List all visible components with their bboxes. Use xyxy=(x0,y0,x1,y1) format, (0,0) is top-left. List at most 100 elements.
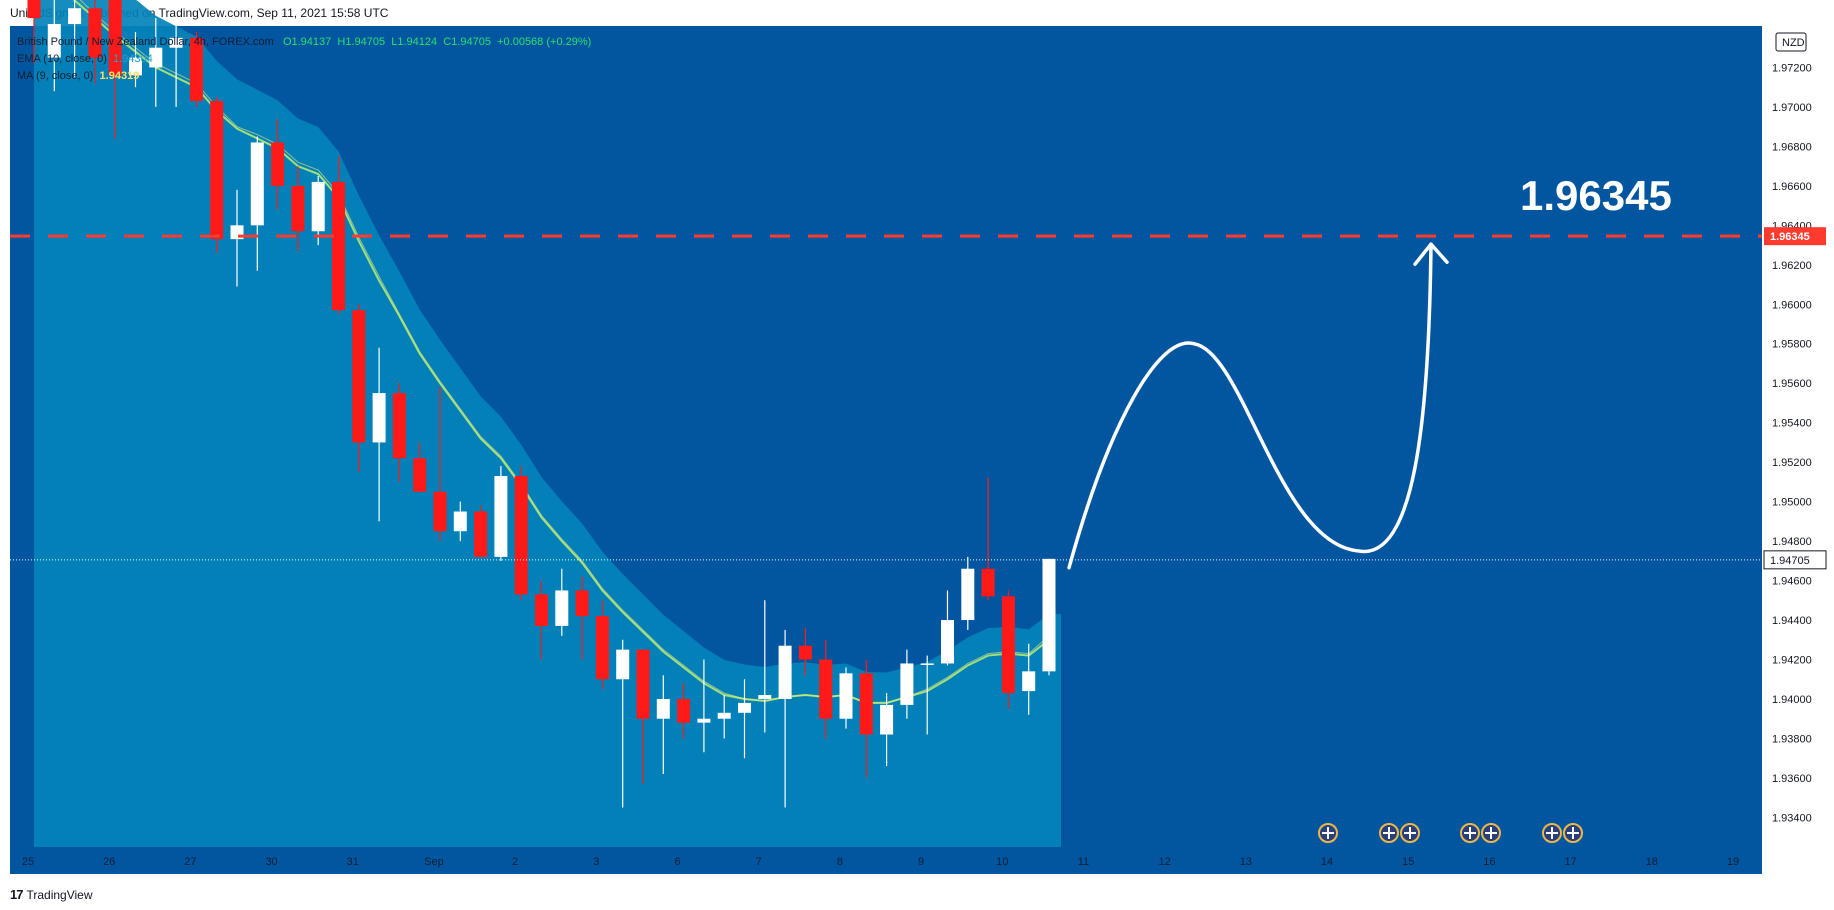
price-tick-label: 1.95000 xyxy=(1772,497,1812,509)
candle[interactable] xyxy=(494,466,508,561)
candle[interactable] xyxy=(453,501,467,542)
candle[interactable] xyxy=(616,639,630,808)
target-price-badge xyxy=(1764,227,1826,246)
event-flag-icon[interactable] xyxy=(1400,823,1420,843)
candle-body xyxy=(271,142,285,186)
candle[interactable] xyxy=(250,136,264,271)
candle[interactable] xyxy=(352,304,366,473)
candle[interactable] xyxy=(88,0,102,84)
candle[interactable] xyxy=(961,556,975,630)
price-tick-label: 1.93800 xyxy=(1772,733,1812,745)
candle[interactable] xyxy=(474,505,488,557)
candle[interactable] xyxy=(189,31,203,107)
candle[interactable] xyxy=(697,659,711,753)
legend-ema-row[interactable]: EMA (10, close, 0) 1.94304 xyxy=(17,51,591,68)
candle[interactable] xyxy=(595,600,609,690)
candle[interactable] xyxy=(717,695,731,739)
time-tick-label: 9 xyxy=(918,856,924,868)
event-flag-icon[interactable] xyxy=(1481,823,1501,843)
candle-body xyxy=(332,181,345,311)
time-tick-label: 14 xyxy=(1321,856,1333,868)
candle[interactable] xyxy=(839,667,853,729)
event-icons[interactable] xyxy=(1318,823,1583,843)
candle[interactable] xyxy=(758,600,772,733)
candle-body xyxy=(697,718,711,723)
candle[interactable] xyxy=(27,0,41,64)
time-tick-label: Sep xyxy=(424,856,444,868)
candle[interactable] xyxy=(210,97,224,253)
candle-body xyxy=(352,310,366,443)
candle-body xyxy=(758,695,772,699)
candle[interactable] xyxy=(1042,558,1056,676)
time-tick-label: 10 xyxy=(996,856,1008,868)
price-tick-label: 1.96200 xyxy=(1772,260,1812,272)
candle[interactable] xyxy=(535,580,548,660)
candle[interactable] xyxy=(880,693,894,767)
candle[interactable] xyxy=(677,683,691,739)
price-axis[interactable]: 1.972001.970001.968001.966001.964001.962… xyxy=(1762,26,1834,874)
overlays xyxy=(10,234,1762,570)
candle-body xyxy=(819,659,833,719)
envelope-band xyxy=(34,0,1061,847)
candle[interactable] xyxy=(555,568,569,636)
ma-label: MA (9, close, 0) xyxy=(17,70,94,82)
candle[interactable] xyxy=(656,675,670,774)
time-tick-label: 31 xyxy=(347,856,359,868)
candle[interactable] xyxy=(819,639,833,739)
candle[interactable] xyxy=(108,0,122,139)
ma-value: 1.94319 xyxy=(99,70,140,82)
candle-body xyxy=(474,511,488,557)
candle[interactable] xyxy=(981,477,995,601)
candle[interactable] xyxy=(413,442,427,492)
candle[interactable] xyxy=(149,18,163,107)
legend-ma-row[interactable]: MA (9, close, 0) 1.94319 xyxy=(17,68,591,85)
price-tick-label: 1.95200 xyxy=(1772,457,1812,469)
event-flag-icon[interactable] xyxy=(1379,823,1399,843)
candle-body xyxy=(575,590,589,617)
price-tick-label: 1.93600 xyxy=(1772,773,1812,785)
time-tick-label: 2 xyxy=(512,856,518,868)
candle-body xyxy=(717,712,731,719)
event-flag-icon[interactable] xyxy=(1542,823,1562,843)
price-tick-label: 1.95600 xyxy=(1772,378,1812,390)
price-tick-label: 1.94400 xyxy=(1772,615,1812,627)
candle[interactable] xyxy=(372,347,386,522)
candle[interactable] xyxy=(433,387,447,542)
currency-badge xyxy=(1775,32,1807,52)
candle-body xyxy=(88,8,102,58)
candle[interactable] xyxy=(636,649,650,784)
candle[interactable] xyxy=(859,659,873,778)
event-flag-icon[interactable] xyxy=(1460,823,1480,843)
event-flag-icon[interactable] xyxy=(1563,823,1583,843)
candle[interactable] xyxy=(920,655,934,735)
candle[interactable] xyxy=(169,12,183,107)
candle[interactable] xyxy=(738,679,751,759)
candles[interactable] xyxy=(27,0,1056,808)
event-flag-icon[interactable] xyxy=(1318,823,1338,843)
candle[interactable] xyxy=(1001,590,1015,709)
candle[interactable] xyxy=(129,31,142,88)
candle[interactable] xyxy=(778,629,792,808)
candle-body xyxy=(900,663,914,705)
candle[interactable] xyxy=(514,466,528,601)
candle[interactable] xyxy=(1022,643,1036,715)
candle[interactable] xyxy=(271,118,285,210)
footer-brand[interactable]: 17 TradingView xyxy=(10,887,93,902)
candle[interactable] xyxy=(798,627,812,676)
candle[interactable] xyxy=(575,576,589,660)
candle[interactable] xyxy=(941,590,954,666)
candle[interactable] xyxy=(392,383,406,482)
candle[interactable] xyxy=(900,649,914,719)
legend-symbol-row: British Pound / New Zealand Dollar, 4h, … xyxy=(17,34,591,51)
candle-body xyxy=(27,0,41,19)
candle[interactable] xyxy=(68,0,82,78)
candle[interactable] xyxy=(47,0,61,92)
candle[interactable] xyxy=(311,175,325,246)
time-tick-label: 12 xyxy=(1159,856,1171,868)
candle[interactable] xyxy=(332,156,345,315)
candle[interactable] xyxy=(291,166,305,251)
candle-body xyxy=(108,0,122,76)
candle-body xyxy=(1001,596,1015,694)
time-axis[interactable]: 25 26 27 30 31 Sep 2 3 6 7 8 9 10 11 12 13 14 15 16 17 18 19 xyxy=(10,847,1762,874)
